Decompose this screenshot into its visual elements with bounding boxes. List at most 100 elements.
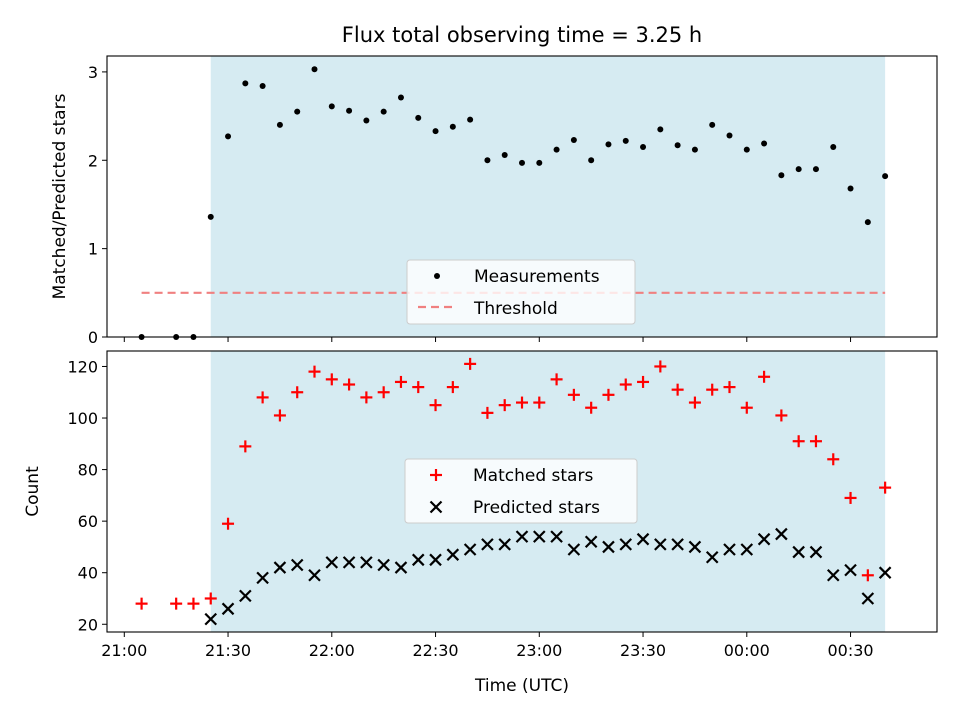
measurement-point bbox=[432, 128, 439, 135]
matched-star-point bbox=[429, 399, 442, 412]
predicted-star-point bbox=[654, 538, 667, 551]
measurement-point bbox=[553, 146, 560, 153]
predicted-star-point bbox=[204, 612, 218, 626]
matched-star-point bbox=[706, 383, 719, 396]
measurement-point bbox=[709, 121, 716, 128]
matched-star-point bbox=[343, 378, 356, 391]
measurement-point bbox=[570, 136, 577, 143]
bottom-y-tick-label-5: 120 bbox=[67, 357, 98, 376]
matched-star-point bbox=[758, 370, 771, 383]
matched-star-point bbox=[170, 597, 183, 610]
matched-star-point bbox=[567, 388, 580, 401]
predicted-star-point bbox=[221, 602, 235, 616]
top-axes-frame bbox=[106, 55, 938, 338]
measurement-point bbox=[588, 157, 595, 164]
matched-star-point bbox=[879, 481, 892, 494]
matched-star-point bbox=[809, 435, 822, 448]
measurement-point bbox=[397, 94, 404, 101]
matched-star-point bbox=[498, 399, 511, 412]
predicted-star-point bbox=[636, 532, 650, 546]
matched-star-point bbox=[585, 401, 598, 414]
matched-star-point bbox=[619, 378, 632, 391]
measurement-point bbox=[207, 213, 214, 220]
predicted-star-point bbox=[705, 550, 719, 564]
x-tick-label-0: 21:00 bbox=[101, 641, 147, 660]
bottom-y-tick-label-0: 20 bbox=[78, 615, 98, 634]
measurement-point bbox=[484, 157, 491, 164]
predicted-star-point bbox=[377, 558, 390, 572]
predicted-star-point bbox=[723, 543, 736, 556]
measurement-point bbox=[864, 219, 871, 226]
predicted-star-point bbox=[481, 538, 494, 551]
legend-predicted-label: Predicted stars bbox=[473, 498, 600, 518]
predicted-star-point bbox=[550, 530, 563, 543]
predicted-star-point bbox=[273, 561, 287, 574]
bottom-axes: 20 40 60 80 100 120 21:00 21:30 22:00 22:30 23:00 2… bbox=[23, 350, 938, 660]
matched-star-point bbox=[222, 517, 235, 530]
legend-measurement-marker bbox=[434, 273, 440, 279]
matched-star-point bbox=[256, 391, 269, 404]
matched-star-point bbox=[671, 383, 684, 396]
predicted-star-point bbox=[619, 538, 633, 551]
predicted-star-point bbox=[740, 543, 754, 556]
predicted-star-point bbox=[463, 543, 477, 556]
measurement-point bbox=[778, 172, 785, 179]
measurement-point bbox=[363, 117, 370, 124]
matched-star-point bbox=[740, 401, 753, 414]
measurement-point bbox=[657, 126, 664, 133]
bottom-y-tick-label-1: 40 bbox=[78, 564, 98, 583]
predicted-star-point bbox=[844, 563, 857, 577]
predicted-star-point bbox=[878, 566, 892, 579]
matched-star-point bbox=[827, 453, 840, 466]
predicted-star-point bbox=[498, 538, 511, 551]
x-tick-label-7: 00:30 bbox=[827, 641, 873, 660]
predicted-star-point bbox=[290, 558, 304, 572]
matched-star-point bbox=[204, 592, 217, 605]
measurement-point bbox=[795, 166, 802, 173]
measurement-point bbox=[467, 116, 474, 123]
predicted-star-point bbox=[584, 535, 598, 549]
measurement-point bbox=[882, 173, 889, 180]
predicted-star-point bbox=[792, 545, 805, 559]
chart-title: Flux total observing time = 3.25 h bbox=[342, 23, 702, 47]
legend-measurements-label: Measurements bbox=[474, 267, 600, 287]
matched-star-point bbox=[861, 569, 874, 582]
matched-star-point bbox=[464, 357, 477, 370]
measurement-point bbox=[415, 114, 422, 121]
measurement-point bbox=[691, 146, 698, 153]
x-tick-label-3: 22:30 bbox=[412, 641, 458, 660]
legend-matched-marker bbox=[430, 469, 442, 481]
matched-star-point bbox=[792, 435, 805, 448]
predicted-star-point bbox=[688, 540, 702, 554]
predicted-star-point bbox=[602, 540, 615, 554]
bottom-legend bbox=[404, 458, 638, 524]
matched-star-point bbox=[723, 381, 736, 394]
measurement-point bbox=[761, 140, 768, 147]
measurement-point bbox=[311, 66, 318, 73]
predicted-star-point bbox=[757, 532, 771, 546]
predicted-star-point bbox=[515, 530, 529, 543]
bottom-y-tick-label-2: 60 bbox=[78, 512, 98, 531]
matched-star-point bbox=[308, 365, 321, 378]
x-tick-label-2: 22:00 bbox=[309, 641, 355, 660]
x-tick-label-5: 23:30 bbox=[620, 641, 666, 660]
matched-star-point bbox=[481, 406, 494, 419]
bottom-axes-frame bbox=[106, 350, 938, 633]
matched-star-point bbox=[394, 375, 407, 388]
bottom-y-tick-label-3: 80 bbox=[78, 461, 98, 480]
matched-star-point bbox=[360, 391, 373, 404]
predicted-star-point bbox=[567, 543, 581, 556]
measurement-point bbox=[501, 151, 508, 158]
predicted-star-point bbox=[342, 556, 356, 569]
measurement-point bbox=[743, 146, 750, 153]
matched-star-point bbox=[637, 375, 650, 388]
top-y-axis-label: Matched/Predicted stars bbox=[50, 93, 70, 299]
measurement-point bbox=[605, 141, 612, 148]
matched-star-point bbox=[775, 409, 788, 422]
matched-star-point bbox=[844, 491, 857, 504]
measurement-point bbox=[225, 133, 232, 140]
legend-predicted-marker bbox=[429, 500, 443, 514]
matched-star-point bbox=[550, 373, 563, 386]
matched-star-point bbox=[412, 381, 425, 394]
measurement-point bbox=[449, 123, 456, 130]
